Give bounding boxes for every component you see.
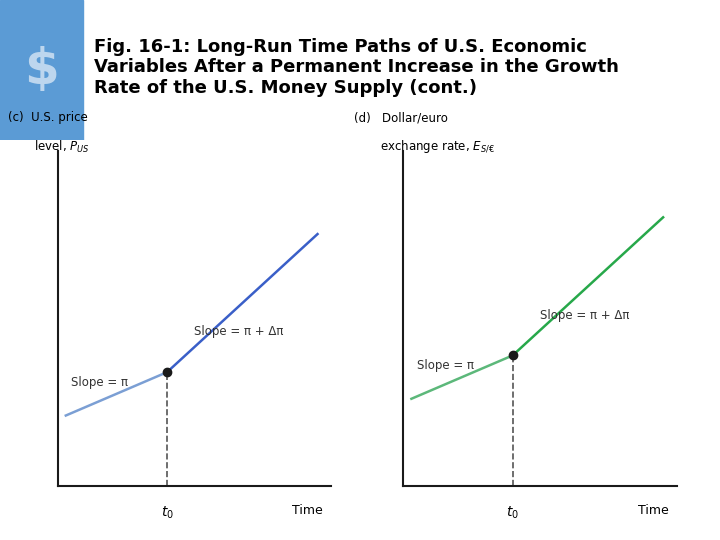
- Text: (c)  U.S. price: (c) U.S. price: [9, 111, 88, 124]
- Text: level, $P_{US}$: level, $P_{US}$: [9, 138, 90, 154]
- Text: $t_0$: $t_0$: [161, 504, 174, 521]
- Text: Time: Time: [638, 504, 669, 517]
- Text: $t_0$: $t_0$: [506, 504, 519, 521]
- Text: $: $: [24, 46, 58, 94]
- Text: Copyright ©2015 Pearson Education, Inc.  All rights reserved.: Copyright ©2015 Pearson Education, Inc. …: [14, 516, 359, 526]
- Text: 16-19: 16-19: [673, 516, 706, 526]
- Text: Slope = π + Δπ: Slope = π + Δπ: [540, 308, 629, 322]
- Text: Slope = π: Slope = π: [417, 359, 474, 372]
- Text: Slope = π: Slope = π: [71, 375, 128, 389]
- Text: exchange rate, $E_{S/€}$: exchange rate, $E_{S/€}$: [354, 138, 495, 154]
- Text: Time: Time: [292, 504, 323, 517]
- Text: Slope = π + Δπ: Slope = π + Δπ: [194, 325, 284, 339]
- Text: (d)   Dollar/euro: (d) Dollar/euro: [354, 111, 448, 124]
- Bar: [0, 0, 83, 140]
- Text: Fig. 16-1: Long-Run Time Paths of U.S. Economic
Variables After a Permanent Incr: Fig. 16-1: Long-Run Time Paths of U.S. E…: [94, 38, 618, 97]
